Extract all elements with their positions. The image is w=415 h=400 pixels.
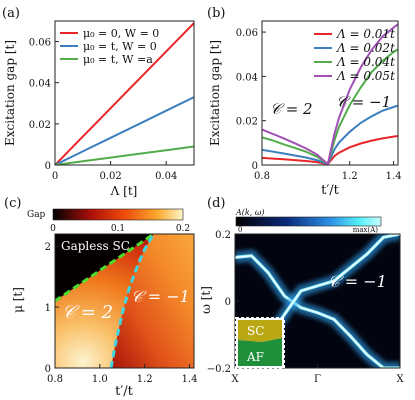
- panel-d: (d) A(k, ω) 0 max(A) X Γ X−0.200.2 𝒞 = −1 ω…: [199, 196, 404, 385]
- legend-text-a-0: μ₀ = 0, W = 0: [83, 27, 159, 40]
- x-axis-label-a: Λ [t]: [110, 184, 138, 198]
- series-line-b-0: [262, 135, 398, 165]
- axis-b-ytick-label: 0.04: [236, 72, 258, 83]
- axis-b-ytick-label: 0: [252, 161, 258, 172]
- panel-a: (a) 0 0.02 0.04 0 0.02 0.04 0.06 Λ [t] Excitat…: [2, 6, 195, 198]
- annotation-b-chern-2: 𝒞 = 2: [270, 100, 313, 118]
- axis-d-xtick-label: Γ: [314, 374, 321, 385]
- axis-c-xtick-label: 1.2: [137, 374, 153, 385]
- legend-text-b-1: Λ = 0.02t: [336, 41, 395, 55]
- axis-a-xtick-label: 0.04: [155, 171, 177, 182]
- panel-label-c: (c): [4, 196, 21, 211]
- legend-text-a-2: μ₀ = t, W =a: [83, 53, 153, 66]
- annotation-b-chern-minus1: 𝒞 = −1: [336, 93, 391, 111]
- boundary-line-c-0: [55, 234, 155, 303]
- axis-c-xtick-label: 1.4: [182, 374, 198, 385]
- axis-d-xtick-label: X: [231, 374, 239, 385]
- inset-d: SC AF: [235, 317, 285, 369]
- axis-d-ytick-label: −0.2: [207, 364, 231, 375]
- series-line-b-3: [262, 23, 398, 165]
- y-axis-label-b: Excitation gap [t]: [208, 40, 222, 146]
- colorbar-c: [52, 208, 184, 221]
- colorbar-c-tick-label: 0: [50, 224, 56, 234]
- axis-a-xtick-label: 0: [52, 171, 58, 182]
- colorbar-d-tick-label: max(A): [353, 226, 379, 234]
- colorbar-c-tick-label: 0.2: [176, 224, 190, 234]
- axis-c-ytick-label: 0: [45, 364, 51, 375]
- plot-frame-b: [261, 20, 399, 166]
- axis-d-ytick-label: 0.2: [215, 230, 231, 241]
- colorbar-d-tick-label: 0: [238, 226, 242, 234]
- colorbar-label-c: Gap: [27, 210, 46, 220]
- axis-c-ytick-label: 2: [45, 242, 51, 253]
- y-axis-label-d: ω [t]: [199, 286, 213, 314]
- legend-a: μ₀ = 0, W = 0 μ₀ = t, W = 0 μ₀ = t, W =a: [60, 27, 159, 66]
- axis-b-xtick-label: 0.8: [254, 171, 270, 182]
- x-axis-label-c: t′/t: [115, 384, 134, 399]
- band-core-d-0: [235, 255, 400, 368]
- panel-label-a: (a): [2, 6, 20, 21]
- series-line-a-0: [55, 22, 194, 165]
- axis-b-xtick-label: 1.2: [342, 171, 358, 182]
- inset-d-af-label: AF: [246, 350, 264, 364]
- panel-label-d: (d): [207, 196, 225, 211]
- axis-c-xtick-label: 1.0: [92, 374, 108, 385]
- axis-a-xtick-label: 0.02: [99, 171, 121, 182]
- axis-b-xtick-label: 1.4: [386, 171, 402, 182]
- panel-b: (b) 0.8 1.2 1.4 0 0.02 0.04 0.06 t′/t Excitati…: [207, 6, 402, 198]
- region-label-gapless: Gapless SC: [61, 239, 130, 253]
- boundary-line-c-1: [109, 234, 155, 368]
- axis-b-ytick-label: 0.06: [236, 28, 258, 39]
- colorbar-c-tick-label: 0.1: [111, 224, 125, 234]
- axis-a-ytick-label: 0: [45, 161, 51, 172]
- region-label-chern-2: 𝒞 = 2: [62, 302, 113, 323]
- y-axis-label-a: Excitation gap [t]: [3, 40, 17, 146]
- axis-a-ytick-label: 0.06: [29, 38, 51, 49]
- panel-label-b: (b): [207, 6, 225, 21]
- axis-c-xtick-label: 0.8: [47, 374, 63, 385]
- series-line-a-1: [55, 96, 194, 165]
- axis-a-ytick-label: 0.02: [29, 120, 51, 131]
- colorbar-label-d: A(k, ω): [235, 208, 264, 217]
- axis-a-ytick-label: 0.04: [29, 79, 51, 90]
- legend-text-b-2: Λ = 0.04t: [336, 55, 395, 69]
- legend-b: Λ = 0.01t Λ = 0.02t Λ = 0.04t Λ = 0.05t: [314, 27, 395, 83]
- series-line-b-1: [262, 104, 398, 165]
- axis-c-ytick-label: 1: [45, 303, 51, 314]
- plot-frame-c: [54, 233, 195, 369]
- colorbar-d: [235, 216, 382, 227]
- legend-text-a-1: μ₀ = t, W = 0: [83, 40, 157, 53]
- panel-c: (c) Gap 0 0.1 0.2 0.8 1.0 1.2 1.4 0 1 2 Gapless …: [4, 196, 197, 399]
- y-axis-label-c: μ [t]: [11, 287, 25, 313]
- annotation-d-chern: 𝒞 = −1: [328, 272, 387, 291]
- inset-d-sc-label: SC: [247, 324, 264, 338]
- axis-d-xtick-label: X: [396, 374, 404, 385]
- axis-d-ytick-label: 0: [225, 297, 231, 308]
- series-line-a-2: [55, 145, 194, 165]
- legend-text-b-3: Λ = 0.05t: [336, 69, 395, 83]
- legend-text-b-0: Λ = 0.01t: [336, 27, 395, 41]
- series-line-b-2: [262, 48, 398, 165]
- axis-b-ytick-label: 0.02: [236, 117, 258, 128]
- heatmap-c-right-region: [111, 234, 194, 368]
- inset-d-sc-region: [238, 320, 282, 342]
- x-axis-label-b: t′/t: [321, 183, 340, 198]
- plot-frame-a: [54, 20, 195, 166]
- inset-d-af-region: [238, 338, 282, 366]
- region-label-chern-minus1: 𝒞 = −1: [131, 287, 190, 306]
